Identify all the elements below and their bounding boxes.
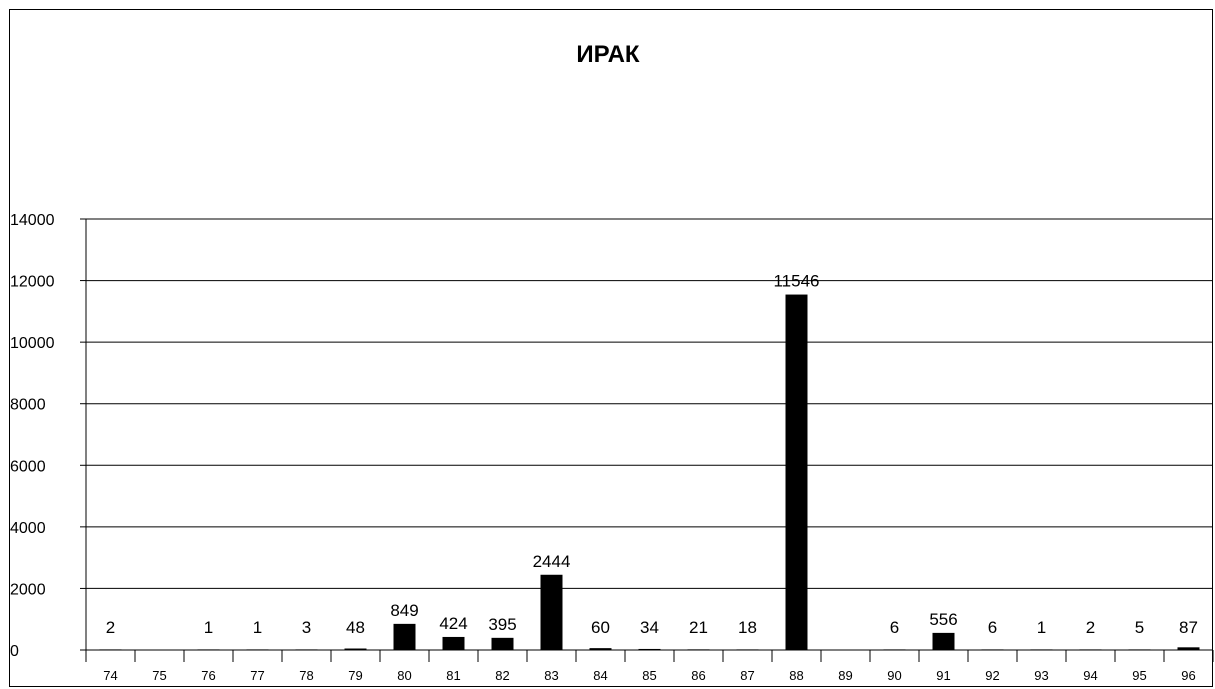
y-tick-label: 12000 — [10, 274, 55, 291]
bar — [736, 649, 759, 650]
x-tick-label: 95 — [1132, 668, 1146, 683]
bar — [687, 649, 710, 650]
chart-frame — [9, 9, 1213, 687]
bar — [589, 648, 612, 650]
data-label: 3 — [302, 618, 311, 637]
y-tick-label: 14000 — [10, 212, 55, 229]
bar — [99, 649, 122, 650]
y-tick-label: 8000 — [10, 397, 46, 414]
bar — [785, 294, 808, 650]
bar — [540, 574, 563, 650]
x-tick-label: 79 — [348, 668, 362, 683]
bar — [883, 649, 906, 650]
bar — [932, 632, 955, 650]
data-label: 849 — [390, 601, 418, 620]
data-label: 5 — [1135, 618, 1144, 637]
x-tick-label: 86 — [691, 668, 705, 683]
y-tick-label: 0 — [10, 643, 19, 660]
x-tick-label: 92 — [985, 668, 999, 683]
x-tick-label: 82 — [495, 668, 509, 683]
bar — [197, 649, 220, 650]
data-label: 395 — [488, 615, 516, 634]
x-tick-label: 78 — [299, 668, 313, 683]
x-tick-label: 94 — [1083, 668, 1097, 683]
y-tick-label: 10000 — [10, 335, 55, 352]
chart-title: ИРАК — [576, 41, 639, 68]
bar — [246, 649, 269, 650]
bars — [99, 294, 1200, 650]
x-tick-label: 85 — [642, 668, 656, 683]
data-label: 1 — [204, 618, 213, 637]
bar — [295, 649, 318, 650]
data-label: 1 — [1037, 618, 1046, 637]
x-tick-label: 81 — [446, 668, 460, 683]
x-tick-label: 88 — [789, 668, 803, 683]
bar — [1128, 649, 1151, 650]
data-label: 21 — [689, 618, 708, 637]
data-label: 2 — [106, 618, 115, 637]
x-tick-label: 84 — [593, 668, 607, 683]
data-label: 18 — [738, 618, 757, 637]
bar — [1079, 649, 1102, 650]
data-label: 2 — [1086, 618, 1095, 637]
data-label: 2444 — [533, 552, 571, 571]
gridlines — [86, 218, 1213, 651]
x-tick-label: 87 — [740, 668, 754, 683]
x-tick-label: 91 — [936, 668, 950, 683]
y-tick-label: 4000 — [10, 520, 46, 537]
axes — [80, 218, 1214, 662]
bar — [1030, 649, 1053, 650]
y-tick-label: 2000 — [10, 581, 46, 598]
x-tick-label: 75 — [152, 668, 166, 683]
y-tick-label: 6000 — [10, 458, 46, 475]
bar — [1177, 647, 1200, 650]
x-tick-label: 83 — [544, 668, 558, 683]
x-tick-label: 96 — [1181, 668, 1195, 683]
data-label: 11546 — [773, 272, 819, 291]
x-tick-label: 74 — [103, 668, 117, 683]
data-label: 48 — [346, 618, 365, 637]
bar — [344, 648, 367, 650]
tick-labels: 0 2000 4000 6000 8000 10000 12000 14000 74 75 76 77… — [10, 212, 1196, 683]
data-label: 34 — [640, 618, 659, 637]
x-tick-label: 76 — [201, 668, 215, 683]
data-label: 60 — [591, 618, 610, 637]
bar — [981, 649, 1004, 650]
data-label: 1 — [253, 618, 262, 637]
data-label: 87 — [1179, 618, 1198, 637]
data-label: 6 — [890, 618, 899, 637]
bar — [393, 623, 416, 650]
data-label: 6 — [988, 618, 997, 637]
bar — [491, 637, 514, 650]
x-tick-label: 80 — [397, 668, 411, 683]
x-tick-label: 93 — [1034, 668, 1048, 683]
data-label: 424 — [439, 614, 467, 633]
bar — [442, 636, 465, 650]
x-tick-label: 89 — [838, 668, 852, 683]
bar — [638, 648, 661, 650]
x-tick-label: 90 — [887, 668, 901, 683]
x-tick-label: 77 — [250, 668, 264, 683]
data-label: 556 — [929, 610, 957, 629]
